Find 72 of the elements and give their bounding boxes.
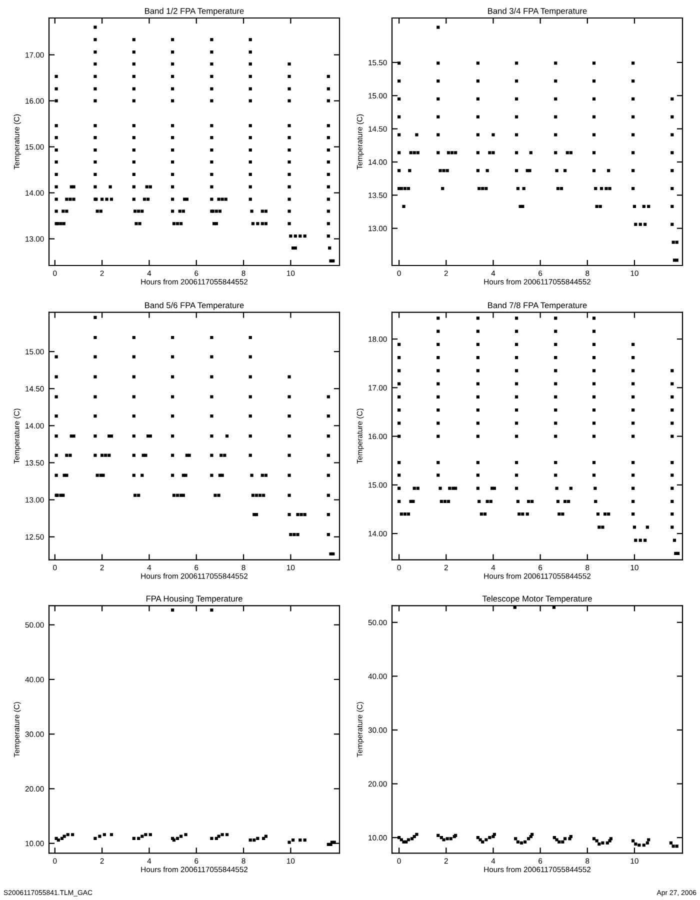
point [638, 844, 641, 847]
point [415, 832, 418, 836]
point [217, 834, 220, 838]
point [140, 834, 144, 838]
point [595, 839, 598, 842]
point [71, 833, 74, 836]
point [66, 833, 70, 836]
point [148, 833, 152, 836]
chart-title: Band 5/6 FPA Temperature [145, 302, 244, 310]
point [555, 838, 558, 842]
point [672, 844, 675, 848]
point [530, 832, 534, 836]
point [291, 838, 295, 842]
point [446, 837, 449, 840]
point [176, 836, 180, 840]
point [252, 838, 256, 842]
point [569, 834, 572, 838]
point [481, 840, 484, 844]
point [220, 833, 224, 836]
point [144, 833, 148, 836]
point [646, 841, 649, 845]
point [647, 838, 650, 842]
point [288, 840, 291, 844]
point [210, 608, 214, 612]
point [561, 840, 564, 844]
point [514, 837, 518, 840]
point [132, 836, 136, 840]
point [513, 606, 516, 609]
point [225, 833, 229, 836]
point [102, 833, 106, 836]
point [256, 836, 260, 840]
chart-title: Band 1/2 FPA Temperature [145, 8, 244, 16]
point [552, 606, 556, 609]
point [62, 834, 66, 838]
point [488, 836, 492, 840]
point [94, 836, 97, 840]
point [303, 838, 306, 842]
point [642, 844, 646, 847]
point [98, 834, 102, 838]
point [406, 838, 410, 842]
point [110, 833, 114, 836]
chart-title: FPA Housing Temperature [146, 595, 242, 604]
point [171, 608, 174, 612]
point [442, 838, 446, 842]
point [632, 839, 635, 842]
point [634, 842, 638, 846]
point [592, 837, 596, 840]
point [210, 836, 214, 840]
point [563, 837, 567, 840]
point [520, 841, 524, 845]
point [558, 840, 561, 844]
point [478, 838, 482, 842]
point [492, 832, 496, 836]
point [449, 837, 452, 840]
point [436, 834, 440, 837]
point [598, 842, 601, 846]
point [609, 837, 612, 840]
point [484, 838, 488, 842]
point [179, 834, 183, 838]
point [332, 840, 336, 844]
point [248, 838, 252, 842]
chart-title: Band 3/4 FPA Temperature [488, 8, 587, 16]
point [298, 838, 302, 842]
point [137, 836, 140, 840]
point [184, 833, 188, 836]
point [601, 841, 604, 845]
chart-title: Band 7/8 FPA Temperature [488, 302, 587, 310]
point [516, 840, 520, 844]
point [523, 840, 527, 844]
chart-title: Telescope Motor Temperature [482, 595, 592, 604]
point [675, 844, 678, 848]
point [669, 841, 673, 845]
